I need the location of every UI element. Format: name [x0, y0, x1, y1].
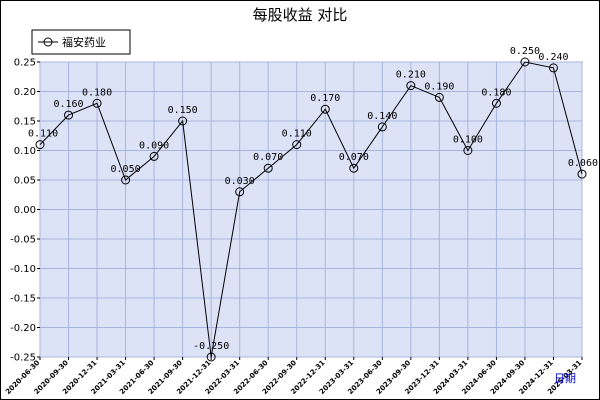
y-tick-label: 0.20	[14, 87, 36, 98]
data-point	[463, 146, 473, 155]
data-point	[292, 140, 302, 150]
data-label: 0.070	[253, 152, 283, 163]
data-label: 0.240	[538, 52, 568, 63]
data-label: 0.170	[310, 93, 340, 104]
data-label: 0.190	[424, 81, 454, 92]
y-tick-label: -0.10	[10, 264, 36, 275]
data-label: 0.160	[53, 99, 83, 110]
data-point	[92, 98, 102, 108]
data-label: 0.150	[168, 105, 198, 116]
y-tick-label: 0.10	[14, 146, 36, 157]
data-point	[520, 57, 530, 67]
data-point	[377, 122, 387, 132]
data-points	[35, 57, 587, 362]
data-point	[206, 352, 216, 362]
y-tick-label: 0.15	[14, 117, 36, 128]
data-point	[263, 163, 273, 173]
series-line	[39, 61, 583, 358]
data-label: 0.090	[139, 140, 169, 151]
data-point	[235, 187, 245, 197]
legend-label: 福安药业	[62, 35, 106, 49]
y-tick-label: 0.05	[14, 176, 36, 187]
data-point	[35, 140, 45, 150]
y-tick-label: 0.25	[14, 58, 36, 69]
y-tick-label: -0.20	[10, 323, 36, 334]
data-point	[491, 98, 501, 108]
data-label: 0.140	[367, 111, 397, 122]
data-label: 0.060	[568, 158, 598, 169]
data-label: 0.210	[396, 70, 426, 81]
y-tick-label: -0.05	[10, 235, 36, 246]
data-point	[434, 92, 444, 102]
legend-circle-marker	[43, 37, 53, 47]
chart-title: 每股收益 对比	[253, 6, 348, 24]
data-label: 0.030	[225, 176, 255, 187]
data-point	[320, 104, 330, 114]
data-point	[149, 151, 159, 161]
data-label: 0.050	[111, 164, 141, 175]
data-point	[577, 169, 587, 179]
data-point	[121, 175, 131, 185]
legend: 福安药业	[31, 29, 131, 55]
grid-lines	[39, 61, 583, 358]
y-tick-label: -0.25	[10, 353, 36, 364]
data-point	[406, 81, 416, 91]
data-labels: 0.1100.1600.1800.0500.0900.150-0.2500.03…	[28, 46, 598, 352]
data-label: -0.250	[193, 341, 229, 352]
data-label: 0.110	[28, 129, 58, 140]
data-point	[178, 116, 188, 126]
y-axis: 0.25 0.20 0.15 0.10 0.05 0.00 -0.05 -0.10 -0.15 -…	[10, 58, 40, 364]
data-label: 0.250	[510, 46, 540, 57]
data-label: 0.070	[339, 152, 369, 163]
data-point	[349, 163, 359, 173]
data-point	[64, 110, 74, 120]
x-axis-title: 日期	[554, 372, 576, 385]
y-tick-label: 0.00	[14, 205, 36, 216]
x-axis: 2020-06-302020-09-302020-12-312021-03-31…	[4, 357, 584, 396]
data-point	[548, 63, 558, 73]
y-tick-label: -0.15	[10, 294, 36, 305]
data-label: 0.110	[282, 129, 312, 140]
data-label: 0.100	[453, 135, 483, 146]
data-label: 0.180	[481, 87, 511, 98]
data-label: 0.180	[82, 87, 112, 98]
